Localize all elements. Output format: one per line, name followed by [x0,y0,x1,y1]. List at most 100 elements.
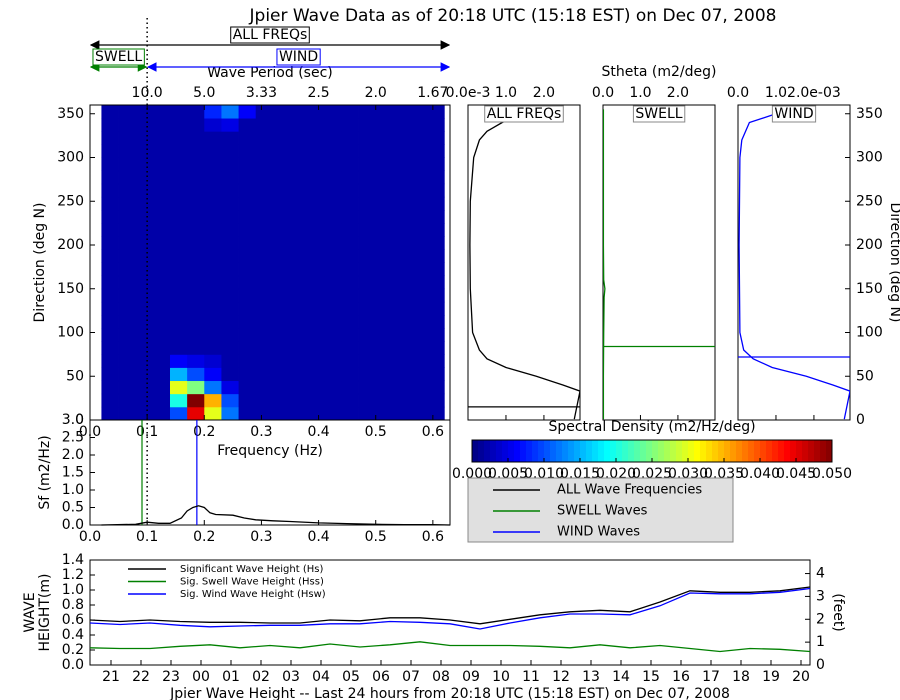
heatmap-cell [410,262,428,277]
heatmap-cell [221,118,239,132]
heatmap-cell [410,328,428,342]
heatmap-cell [272,367,291,382]
y2-tick-label: 0 [816,657,825,673]
y-tick-label: 350 [856,106,883,122]
heatmap-cell [358,144,377,158]
heatmap-cell [238,406,257,421]
colorbar-step [694,440,701,462]
heatmap-cell [255,210,274,224]
colorbar-step [712,440,719,462]
heatmap-cell [290,315,308,329]
heatmap-cell [238,118,257,132]
heatmap-cell [307,354,325,368]
colorbar-step [670,440,677,462]
heatmap-cell [307,275,325,290]
heatmap-cell [204,157,222,172]
heatmap-cell [324,288,342,303]
heatmap-cell [341,118,359,132]
heatmap-cell [272,118,291,132]
heatmap-cell [410,301,428,316]
heatmap-cell [170,341,188,355]
x-tick-label: 0.0 [79,529,101,545]
colorbar-step [556,440,563,462]
heatmap-cell [187,380,205,395]
heatmap-cell [118,341,137,355]
colorbar-step [772,440,779,462]
heatmap-cell [290,380,308,395]
heatmap-cell [221,249,239,263]
band-label-box [276,48,321,66]
heatmap-cell [238,210,257,224]
heatmap-cell [101,315,119,329]
heatmap-cell [375,196,394,211]
heatmap-cell [307,380,325,395]
y-tick-label: 3.0 [62,412,84,428]
heatmap-cell [392,196,411,211]
colorbar-tick-label: 0.050 [812,466,852,482]
heatmap-cell [221,210,239,224]
colorbar-step [718,440,725,462]
heatmap-cell [187,196,205,211]
y-tick-label: 1.5 [62,465,84,481]
colorbar-step [508,440,515,462]
heatmap-cell [427,315,445,329]
heatmap-cell [135,105,154,119]
heatmap-cell [341,301,359,316]
x-tick-label: 01 [222,669,240,685]
heatmap-cell [341,144,359,158]
heatmap-cell [255,249,274,263]
colorbar-step [652,440,659,462]
panel-title: SWELL [635,106,682,122]
colorbar-step [496,440,503,462]
heatmap-cell [101,249,119,263]
heatmap-cell [170,393,188,408]
band-label: WIND [279,49,318,65]
heatmap-cell [358,105,377,119]
heatmap-cell [101,105,119,119]
plot-frame [467,104,581,421]
colorbar-step [736,440,743,462]
colorbar-step [580,440,587,462]
heatmap-cell [221,196,239,211]
heatmap-cell [152,301,171,316]
heatmap-cell [358,380,377,395]
heatmap-cell [307,328,325,342]
heatmap-cell [204,144,222,158]
heatmap-cell [152,367,171,382]
heatmap-cell [221,275,239,290]
heatmap-cell [152,249,171,263]
heatmap-cell [170,144,188,158]
heatmap-cell [152,196,171,211]
stheta-line [603,109,606,420]
heatmap-cell [187,131,205,145]
heatmap-cell [221,262,239,277]
heatmap-cell [101,183,119,198]
colorbar-step [778,440,785,462]
colorbar-step [616,440,623,462]
heatmap-cell [324,223,342,237]
heatmap-cell [375,144,394,158]
heatmap-cell [290,406,308,421]
heatmap-cell [324,275,342,290]
y-tick-label: 1.0 [62,582,84,598]
plot-frame [737,104,851,421]
heatmap-cell [118,105,137,119]
heatmap-cell [221,170,239,185]
heatmap-cell [324,367,342,382]
heatmap-cell [427,196,445,211]
heatmap-cell [170,275,188,290]
heatmap-cell [410,380,428,395]
heatmap-cell [204,275,222,290]
heatmap-cell [135,406,154,421]
heatmap-cell [392,157,411,172]
x-tick-label: 0.0 [727,85,749,101]
heatmap-cell [272,249,291,263]
heatmap-cell [204,301,222,316]
heatmap-cell [307,196,325,211]
heatmap-cell [170,118,188,132]
colorbar-step [568,440,575,462]
heatmap-cell [135,288,154,303]
heatmap-cell [427,354,445,368]
heatmap-cell [221,288,239,303]
heatmap-cell [272,262,291,277]
